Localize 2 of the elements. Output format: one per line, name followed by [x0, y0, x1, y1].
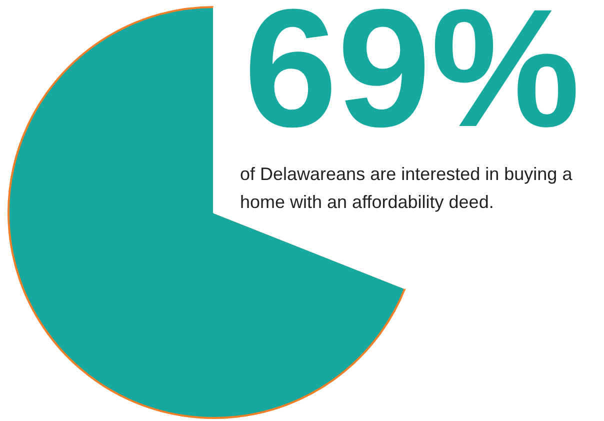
data-label: 69%: [244, 0, 580, 162]
text: of Delawareans are interested in buying a home with an affordability deed.: [240, 164, 572, 212]
